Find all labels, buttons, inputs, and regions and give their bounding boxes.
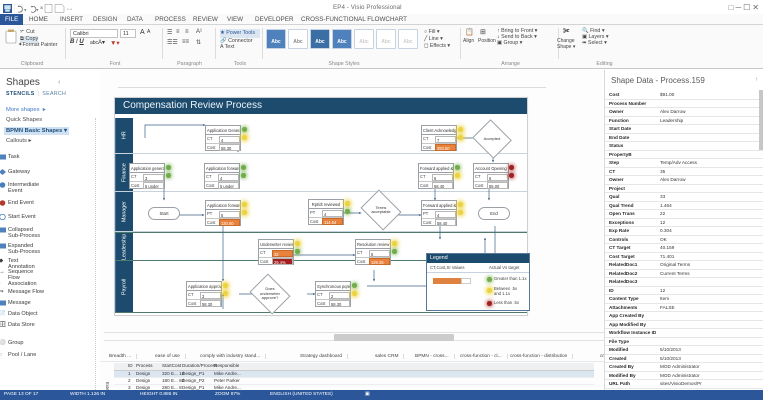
svg-text:▾: ▾ <box>24 8 27 14</box>
svg-text:▾: ▾ <box>36 8 39 14</box>
svg-text:• •: • • <box>67 7 72 13</box>
